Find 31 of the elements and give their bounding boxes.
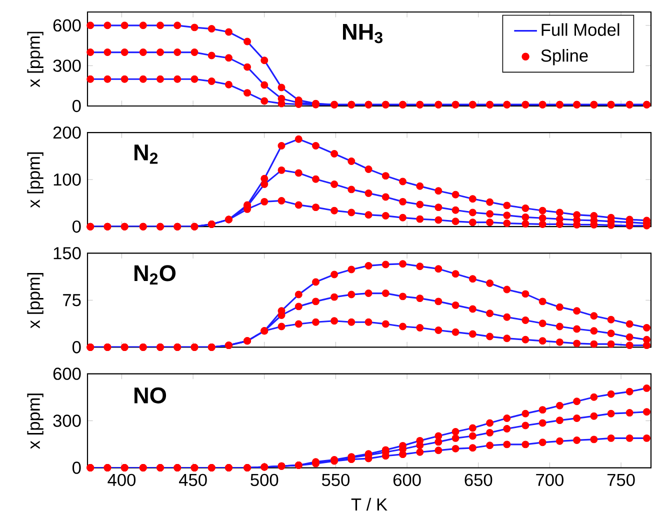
chart-title: N$_{2}$ [134,144,158,164]
x-tick-label: 500 [250,474,278,486]
y-tick-label: 100 [54,173,81,186]
y-tick-label: 75 [63,294,81,306]
y-axis-title: x [ppm] [27,152,44,208]
chart-title: NO [134,387,166,404]
y-tick-label: 600 [53,19,81,32]
y-axis-title: x [ppm] [27,394,44,450]
x-tick-label: 400 [108,474,136,486]
y-tick-label: 150 [54,247,81,260]
x-tick-label: 450 [179,474,207,486]
y-axis-title: x [ppm] [27,32,44,88]
y-tick-label: 200 [53,126,81,139]
x-axis-title: T / K [351,498,388,511]
x-tick-label: 650 [464,474,492,486]
y-axis-title: x [ppm] [27,273,44,328]
legend-label: Spline [541,49,588,66]
legend-label: Full Model [542,23,620,36]
chart-title: NH$_{3}$ [343,24,382,44]
x-tick-label: 700 [536,474,564,486]
x-tick-label: 750 [607,474,635,486]
y-tick-label: 0 [72,341,81,354]
x-tick-label: 550 [322,474,350,486]
y-tick-label: 600 [53,368,81,380]
y-tick-label: 300 [53,414,81,427]
y-tick-label: 300 [53,60,81,72]
y-tick-label: 0 [72,220,81,233]
y-tick-label: 0 [72,462,81,474]
chart-title: N$_{2}$O [134,265,176,284]
y-tick-label: 0 [72,100,81,112]
x-tick-label: 600 [393,474,421,486]
